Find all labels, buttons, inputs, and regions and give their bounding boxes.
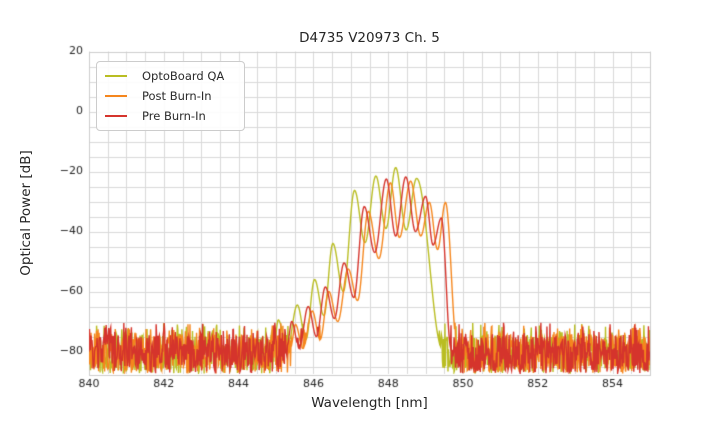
legend: OptoBoard QA Post Burn-In Pre Burn-In <box>96 61 245 131</box>
legend-line-swatch <box>105 75 127 77</box>
y-axis-label: Optical Power [dB] <box>18 150 34 276</box>
chart-title: D4735 V20973 Ch. 5 <box>299 30 440 46</box>
legend-line-swatch <box>105 115 127 117</box>
legend-entry-post-burn-in: Post Burn-In <box>97 86 244 106</box>
legend-label: OptoBoard QA <box>142 69 225 83</box>
legend-line-swatch <box>105 95 127 97</box>
legend-entry-optoboard-qa: OptoBoard QA <box>97 66 244 86</box>
legend-label: Post Burn-In <box>142 89 212 103</box>
legend-entry-pre-burn-in: Pre Burn-In <box>97 106 244 126</box>
legend-label: Pre Burn-In <box>142 109 206 123</box>
x-axis-label: Wavelength [nm] <box>311 395 428 411</box>
